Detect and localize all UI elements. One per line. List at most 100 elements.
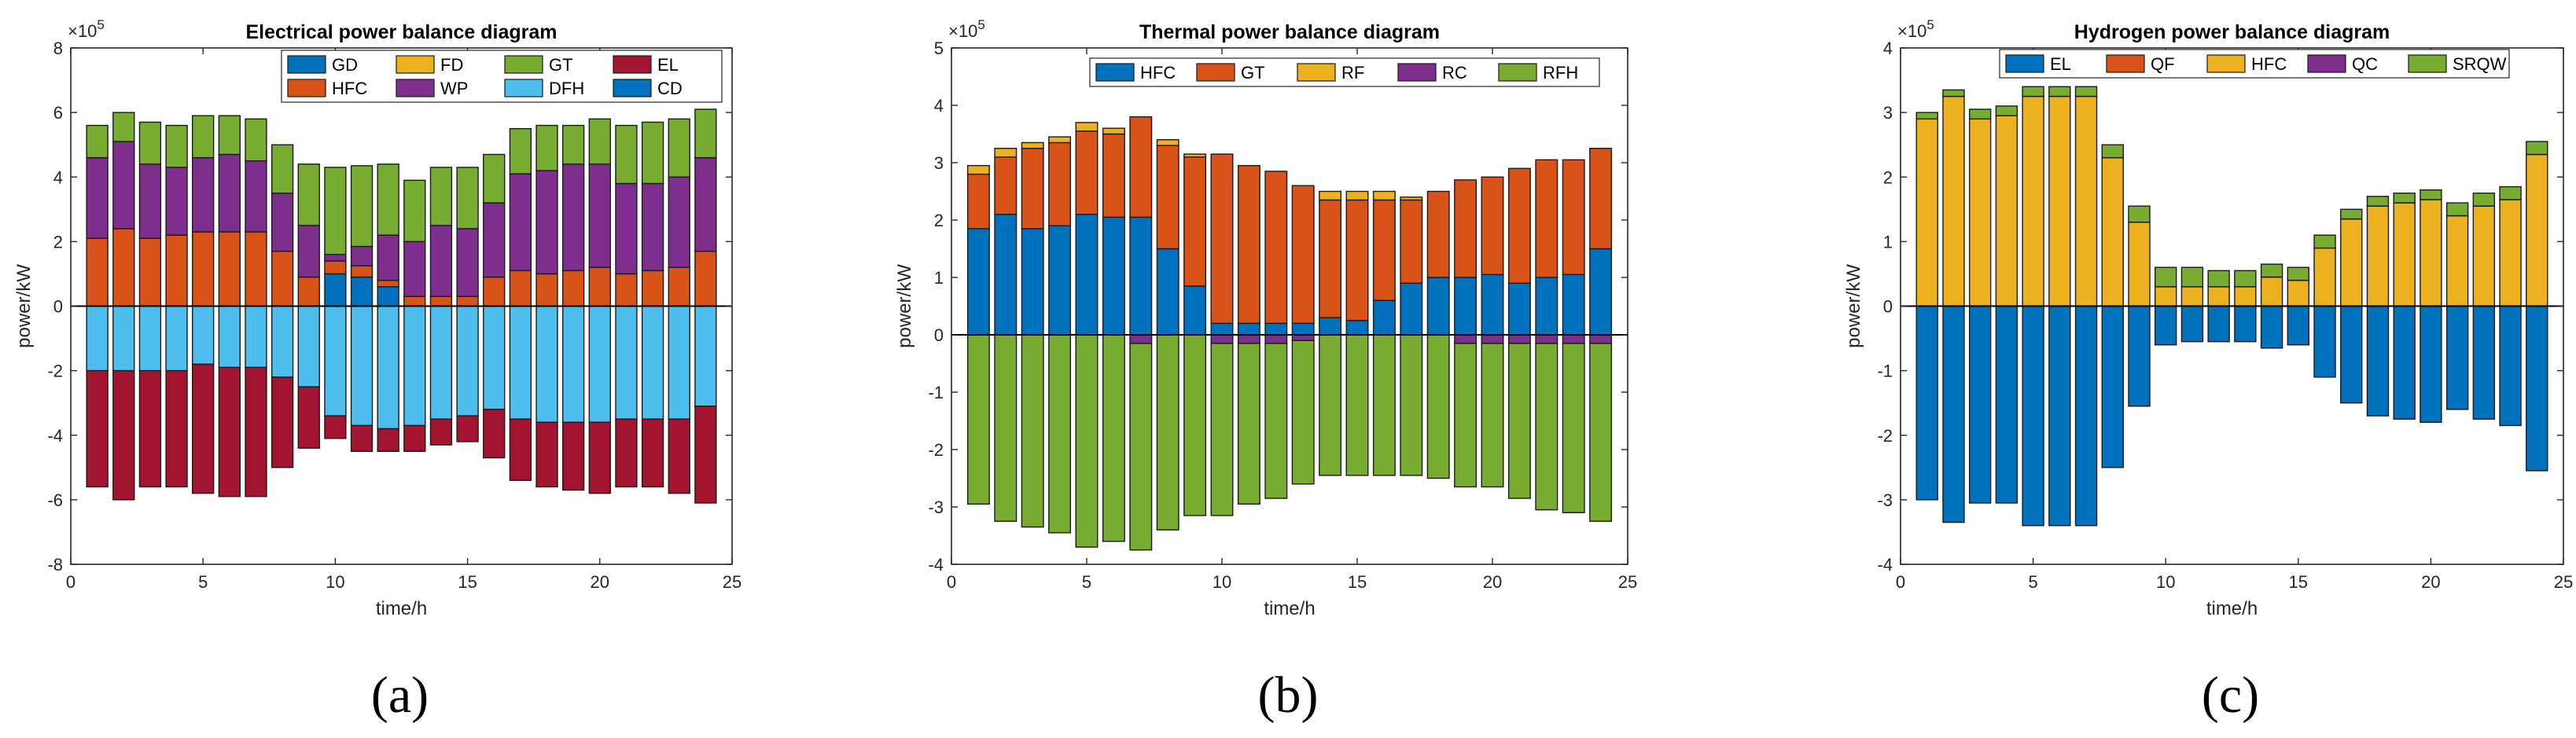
legend-swatch-fd <box>396 55 435 74</box>
bar-el-24 <box>2526 305 2548 472</box>
bar-rfh-11 <box>1237 343 1260 505</box>
bar-gt-23 <box>668 118 690 178</box>
bar-rf-6 <box>1102 127 1125 135</box>
exponent-power: 5 <box>1926 17 1934 32</box>
x-tick-label: 5 <box>2028 572 2037 592</box>
bar-gd-12 <box>377 286 399 307</box>
y-tick-label: 0 <box>934 325 944 345</box>
x-tick-label: 25 <box>2554 572 2573 592</box>
bar-srqw-3 <box>1968 108 1992 120</box>
legend-label-cd: CD <box>657 79 683 98</box>
bar-rc-19 <box>1454 334 1478 344</box>
bar-el-17 <box>509 418 532 481</box>
bar-rfh-8 <box>1156 334 1179 531</box>
bar-hfc-24 <box>1589 248 1613 336</box>
bar-el-5 <box>2022 305 2044 527</box>
bar-wp-2 <box>112 141 135 229</box>
bar-hfc-2 <box>112 228 135 307</box>
bar-gt-11 <box>350 165 374 248</box>
bar-srqw-20 <box>2420 189 2442 200</box>
bar-hfc-9 <box>297 276 320 307</box>
legend-label-rf: RF <box>1341 63 1364 83</box>
legend-swatch-qc <box>2307 54 2346 73</box>
bar-hfc-18 <box>1426 277 1450 336</box>
bar-hfc-5 <box>1075 214 1098 336</box>
bar-el-22 <box>641 418 664 488</box>
bar-hfc-5 <box>192 231 215 307</box>
bar-rc-11 <box>1237 334 1260 344</box>
bar-el-24 <box>694 406 717 504</box>
legend-label-hfc: HFC <box>2251 54 2287 74</box>
y-exponent-label: ×105 <box>68 17 105 41</box>
bar-hfc-8 <box>2101 156 2124 307</box>
bar-srqw-15 <box>2287 266 2309 281</box>
y-tick-label: -1 <box>1877 362 1893 381</box>
bar-rfh-14 <box>1319 334 1342 476</box>
bar-el-19 <box>562 421 585 491</box>
bar-rc-24 <box>1589 334 1613 344</box>
bar-hfc-20 <box>1481 274 1504 336</box>
bar-rf-3 <box>1021 141 1044 149</box>
legend-swatch-cd <box>613 79 652 97</box>
bar-rc-13 <box>1291 334 1315 342</box>
bar-el-10 <box>2155 305 2177 346</box>
bar-hfc-23 <box>1562 274 1585 336</box>
bar-gt-17 <box>509 127 532 174</box>
y-tick-label: -6 <box>47 490 63 510</box>
legend-label-wp: WP <box>440 79 468 98</box>
legend-label-el: EL <box>657 55 679 75</box>
y-tick-label: 1 <box>934 268 944 288</box>
bar-gt-22 <box>641 121 664 185</box>
bar-srqw-7 <box>2074 86 2098 97</box>
y-tick-label: 2 <box>1883 167 1893 187</box>
y-tick-label: 4 <box>53 167 63 187</box>
legend-swatch-dfh <box>504 79 543 97</box>
bar-gt-3 <box>1021 148 1044 229</box>
bar-gt-11 <box>1237 164 1260 325</box>
y-tick-label: -4 <box>928 555 944 575</box>
x-tick-label: 15 <box>458 572 477 592</box>
bar-gt-12 <box>377 163 399 236</box>
bar-gt-14 <box>1319 199 1342 318</box>
y-tick-label: 0 <box>1883 297 1893 317</box>
legend-swatch-el <box>613 55 652 74</box>
bar-hfc-16 <box>1372 299 1396 336</box>
bar-hfc-23 <box>2499 199 2522 307</box>
y-tick-label: 4 <box>934 96 944 116</box>
bar-wp-7 <box>245 160 267 233</box>
bar-srqw-12 <box>2207 270 2230 288</box>
bar-gt-2 <box>112 112 135 142</box>
bar-dfh-12 <box>377 305 399 430</box>
bar-gt-24 <box>1589 148 1613 250</box>
bar-el-15 <box>2287 305 2309 346</box>
bar-hfc-10 <box>2155 286 2177 307</box>
x-tick-label: 0 <box>66 572 75 592</box>
legend-swatch-hfc <box>1095 63 1135 82</box>
bar-hfc-14 <box>429 296 453 307</box>
bar-el-22 <box>2472 305 2496 420</box>
bar-gt-12 <box>1264 171 1288 325</box>
bar-el-18 <box>2366 305 2390 417</box>
x-tick-label: 10 <box>2156 572 2175 592</box>
legend-label-rfh: RFH <box>1543 63 1578 83</box>
bar-rfh-6 <box>1102 334 1125 542</box>
bar-srqw-23 <box>2499 185 2522 200</box>
exponent-base: ×10 <box>1897 21 1926 41</box>
bar-hfc-15 <box>2287 279 2309 307</box>
y-tick-label: -2 <box>928 440 944 460</box>
chart-title: Hydrogen power balance diagram <box>2074 21 2390 43</box>
x-axis-label: time/h <box>376 598 427 619</box>
bar-el-23 <box>668 418 690 494</box>
bar-gt-23 <box>1562 159 1585 276</box>
legend-label-fd: FD <box>440 55 463 75</box>
bar-gt-1 <box>966 173 990 229</box>
bar-el-1 <box>86 369 109 488</box>
bar-dfh-7 <box>245 305 267 369</box>
bar-hfc-19 <box>562 270 585 307</box>
legend-label-el: EL <box>2050 54 2071 74</box>
legend-label-gt: GT <box>1241 63 1265 83</box>
bar-srqw-6 <box>2048 86 2071 97</box>
bar-rfh-5 <box>1075 334 1098 548</box>
bar-gt-14 <box>429 167 453 226</box>
